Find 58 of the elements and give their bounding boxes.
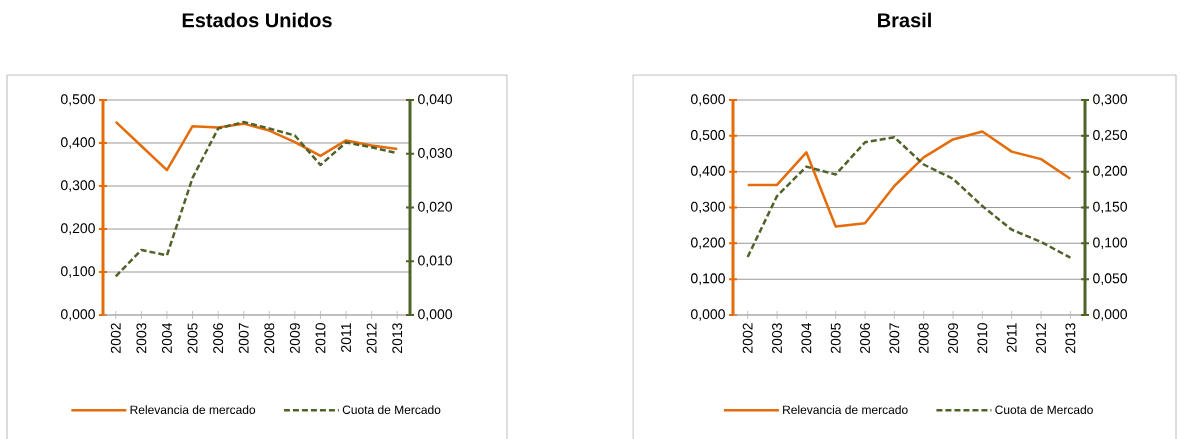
y2-tick-label: 0,050 bbox=[1093, 273, 1128, 285]
x-tick-label: 2011 bbox=[1006, 323, 1017, 352]
y2-tick-label: 0,000 bbox=[1093, 309, 1128, 321]
y-tick-label: 0,100 bbox=[690, 273, 725, 285]
x-tick-label: 2010 bbox=[315, 323, 326, 353]
y-tick-label: 0,500 bbox=[60, 94, 95, 106]
line-series bbox=[114, 120, 399, 172]
x-tick-label: 2009 bbox=[289, 323, 300, 353]
y-tick-label: 0,200 bbox=[60, 223, 95, 235]
y-tick-label: 0,400 bbox=[690, 165, 725, 178]
y-tick-label: 0,200 bbox=[690, 237, 725, 250]
x-tick-label: 2005 bbox=[187, 323, 198, 353]
x-tick-label: 2009 bbox=[948, 323, 958, 353]
x-tick-label: 2004 bbox=[801, 322, 812, 353]
y2-tick-label: 0,100 bbox=[1093, 237, 1128, 250]
y2-tick-label: 0,200 bbox=[1093, 165, 1128, 178]
x-tick-label: 2003 bbox=[136, 323, 147, 353]
y-tick-label: 0,100 bbox=[60, 266, 95, 278]
x-tick-label: 2010 bbox=[977, 323, 988, 353]
legend-label: Relevancia de mercado bbox=[130, 405, 256, 414]
y2-tick-label: 0,030 bbox=[418, 147, 453, 160]
x-tick-label: 2011 bbox=[341, 323, 351, 352]
x-tick-label: 2003 bbox=[772, 323, 782, 353]
x-tick-label: 2004 bbox=[161, 322, 172, 353]
x-tick-label: 2006 bbox=[213, 323, 224, 353]
y-tick-label: 0,600 bbox=[690, 94, 725, 106]
x-tick-label: 2002 bbox=[742, 323, 753, 353]
x-tick-label: 2002 bbox=[110, 323, 121, 353]
x-tick-label: 2005 bbox=[830, 323, 841, 353]
y2-tick-label: 0,300 bbox=[1093, 94, 1128, 106]
x-tick-label: 2007 bbox=[238, 323, 249, 353]
x-tick-label: 2008 bbox=[264, 323, 275, 353]
legend-label: Cuota de Mercado bbox=[995, 405, 1093, 414]
y2-tick-label: 0,020 bbox=[418, 201, 453, 214]
y2-tick-label: 0,000 bbox=[418, 309, 453, 321]
x-tick-label: 2006 bbox=[860, 323, 870, 353]
x-tick-label: 2013 bbox=[392, 323, 403, 353]
y-tick-label: 0,000 bbox=[690, 309, 725, 321]
y2-tick-label: 0,040 bbox=[418, 94, 453, 106]
line-series bbox=[746, 130, 1072, 228]
y2-tick-label: 0,010 bbox=[418, 255, 453, 268]
chart-title: Estados Unidos bbox=[182, 12, 332, 28]
legend-label: Cuota de Mercado bbox=[342, 405, 441, 414]
legend-label: Relevancia de mercado bbox=[783, 405, 908, 414]
x-tick-label: 2007 bbox=[889, 323, 900, 353]
y-tick-label: 0,300 bbox=[690, 201, 725, 214]
x-tick-label: 2013 bbox=[1065, 323, 1076, 353]
y-tick-label: 0,000 bbox=[60, 309, 95, 321]
line-series bbox=[746, 136, 1072, 259]
y-tick-label: 0,500 bbox=[690, 130, 725, 142]
x-tick-label: 2012 bbox=[366, 323, 377, 353]
chart-title: Brasil bbox=[878, 12, 931, 28]
y-tick-label: 0,300 bbox=[60, 180, 95, 192]
x-tick-label: 2012 bbox=[1036, 323, 1046, 353]
x-tick-label: 2008 bbox=[918, 323, 929, 353]
y2-tick-label: 0,250 bbox=[1093, 130, 1128, 142]
y2-tick-label: 0,150 bbox=[1093, 201, 1128, 214]
y-tick-label: 0,400 bbox=[60, 137, 95, 149]
